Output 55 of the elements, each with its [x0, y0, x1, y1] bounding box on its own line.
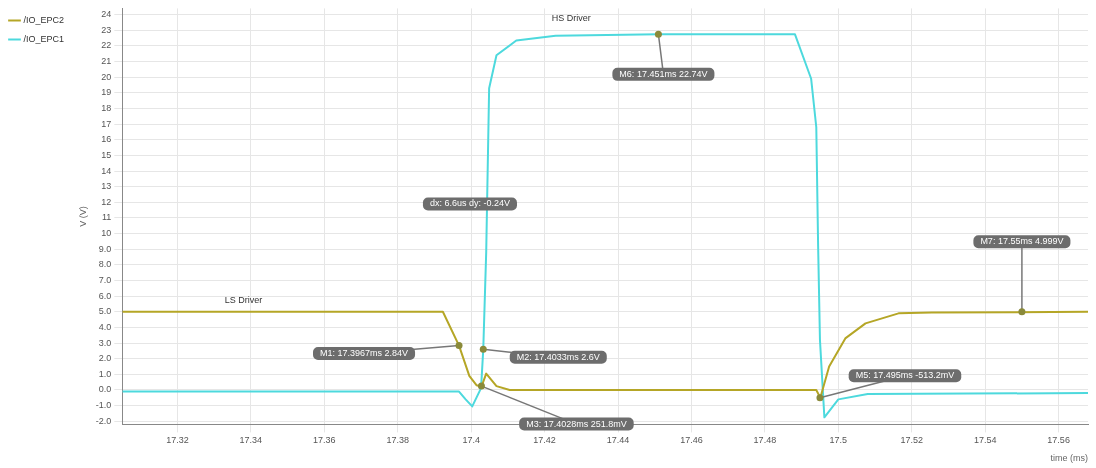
y-tick-label: 17 [101, 118, 112, 129]
annotation: M7: 17.55ms 4.999V [980, 236, 1064, 247]
y-tick-label: -2.0 [95, 415, 112, 426]
x-tick-label: 17.48 [753, 435, 777, 446]
x-tick-label: 17.54 [973, 435, 997, 446]
point [455, 342, 463, 350]
y-tick-label: 7.0 [98, 275, 112, 285]
y-tick-label: 20 [101, 71, 112, 82]
y-tick-label: 5.0 [98, 306, 112, 317]
y-tick-label: -1.0 [95, 400, 112, 411]
y-tick-label: 14 [101, 165, 112, 176]
y-tick-label: 21 [101, 56, 112, 67]
y-tick-label: 19 [101, 87, 112, 98]
legend-label: /IO_EPC1 [23, 33, 65, 44]
y-tick-label: 12 [101, 196, 112, 207]
x-tick-label: 17.38 [386, 435, 409, 446]
y-tick-label: 2.0 [98, 353, 112, 364]
x-tick-label: 17.4 [462, 435, 480, 446]
annotation: M3: 17.4028ms 251.8mV [526, 418, 627, 429]
y-tick-label: 11 [101, 212, 112, 223]
x-tick-label: 17.5 [829, 435, 848, 446]
y-tick-label: 18 [101, 102, 112, 113]
y-tick-label: 6.0 [98, 290, 112, 301]
y-tick-label: 24 [101, 9, 112, 20]
y-tick-label: 22 [101, 40, 112, 51]
annotation: M6: 17.451ms 22.74V [619, 68, 708, 79]
y-axis-title: V (V) [77, 206, 88, 227]
y-tick-label: 8.0 [98, 259, 112, 270]
annotation: LS Driver [224, 295, 263, 306]
y-tick-label: 16 [101, 134, 112, 145]
point [477, 382, 485, 390]
annotation: M5: 17.495ms -513.2mV [855, 370, 955, 381]
x-axis-title: time (ms) [1050, 453, 1088, 464]
annotation: HS Driver [551, 13, 591, 24]
x-tick-label: 17.44 [606, 435, 630, 446]
y-tick-label: 15 [101, 149, 112, 160]
annotation: dx: 6.6us dy: -0.24V [429, 198, 510, 209]
point [816, 394, 824, 402]
x-tick-label: 17.34 [239, 435, 263, 446]
y-tick-label: 1.0 [98, 368, 112, 379]
x-tick-label: 17.56 [1047, 435, 1070, 446]
x-tick-label: 17.52 [900, 435, 924, 446]
y-tick-label: 0.0 [98, 384, 112, 395]
x-tick-label: 17.32 [166, 435, 189, 446]
y-tick-label: 3.0 [98, 337, 112, 348]
y-tick-label: 23 [101, 24, 112, 35]
y-tick-label: 4.0 [98, 321, 112, 332]
x-tick-label: 17.42 [533, 435, 556, 446]
y-tick-label: 13 [101, 181, 112, 192]
annotation: M1: 17.3967ms 2.84V [320, 348, 409, 359]
y-tick-label: 9.0 [98, 243, 112, 254]
y-tick-label: 10 [101, 228, 112, 239]
x-tick-label: 17.36 [313, 435, 336, 446]
legend-label: /IO_EPC2 [23, 14, 65, 25]
x-tick-label: 17.46 [680, 435, 703, 446]
